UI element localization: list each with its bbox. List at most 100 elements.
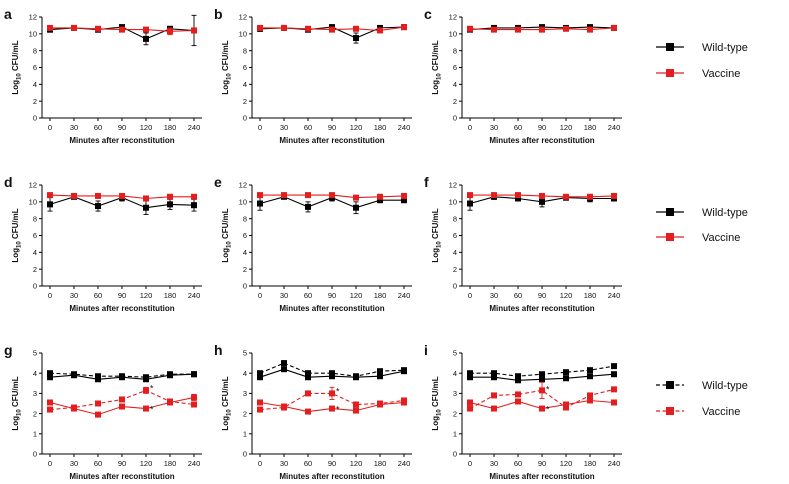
x-tick-label: 30 — [70, 291, 78, 300]
x-tick-label: 240 — [398, 459, 411, 468]
y-axis-title: Log10 CFU/mL — [11, 40, 23, 94]
x-tick-label: 90 — [538, 291, 546, 300]
legend-wild-type-label: Wild-type — [702, 380, 748, 392]
x-tick-label: 180 — [164, 123, 177, 132]
data-point — [491, 370, 497, 377]
x-tick-label: 90 — [118, 123, 126, 132]
y-axis-title-part: Log — [11, 416, 20, 431]
x-tick-label: 0 — [468, 291, 472, 300]
significance-marker: * — [336, 405, 340, 415]
x-tick-label: 240 — [608, 123, 621, 132]
data-point — [257, 374, 263, 381]
series-vaccine — [467, 397, 617, 412]
x-tick-label: 60 — [514, 291, 522, 300]
data-point — [515, 192, 521, 199]
y-axis-title: Log10 CFU/mL — [431, 376, 443, 430]
data-point — [587, 367, 593, 374]
y-axis-title-part: Log — [221, 416, 230, 431]
y-axis-title-subscript: 10 — [17, 241, 23, 248]
legend-wild-type-label: Wild-type — [702, 42, 748, 54]
y-axis-title: Log10 CFU/mL — [221, 376, 233, 430]
data-point — [167, 193, 173, 200]
series-wild-type — [467, 371, 617, 384]
data-point — [377, 27, 383, 34]
y-axis-title-part: CFU/mL — [11, 208, 20, 241]
data-point — [467, 374, 473, 381]
significance-marker: * — [546, 405, 550, 415]
x-tick-label: 180 — [584, 123, 597, 132]
x-axis-title: Minutes after reconstitution — [69, 136, 174, 145]
data-point — [191, 394, 197, 401]
data-point — [353, 204, 359, 211]
y-tick-label: 8 — [453, 214, 457, 223]
y-tick-label: 12 — [239, 181, 247, 190]
data-point — [143, 387, 149, 394]
series-vaccine-dashed — [257, 386, 407, 413]
x-axis-title: Minutes after reconstitution — [279, 304, 384, 313]
data-point — [611, 386, 617, 393]
legend-vaccine-marker — [666, 233, 674, 241]
data-point — [587, 373, 593, 380]
panel-label: f — [424, 174, 429, 190]
y-tick-label: 4 — [243, 248, 247, 257]
y-tick-label: 10 — [449, 198, 457, 207]
data-point — [611, 371, 617, 378]
data-point — [305, 25, 311, 32]
y-tick-label: 8 — [243, 46, 247, 55]
y-tick-label: 6 — [453, 231, 457, 240]
data-point — [191, 371, 197, 378]
x-tick-label: 30 — [280, 459, 288, 468]
data-point — [515, 377, 521, 384]
x-tick-label: 120 — [140, 291, 153, 300]
data-point — [191, 27, 197, 34]
x-tick-label: 30 — [490, 291, 498, 300]
legend-vaccine-label: Vaccine — [702, 232, 740, 244]
x-axis-title: Minutes after reconstitution — [69, 472, 174, 481]
y-tick-label: 10 — [239, 30, 247, 39]
y-axis-title-part: CFU/mL — [11, 40, 20, 73]
x-tick-label: 180 — [584, 291, 597, 300]
data-point — [167, 398, 173, 405]
x-axis-title: Minutes after reconstitution — [489, 472, 594, 481]
y-axis-title-part: Log — [11, 80, 20, 95]
data-point — [539, 371, 545, 378]
data-point — [515, 398, 521, 405]
data-point — [281, 366, 287, 373]
data-point — [95, 376, 101, 383]
data-point — [257, 399, 263, 406]
x-tick-label: 60 — [514, 123, 522, 132]
data-point — [467, 200, 473, 207]
legend-vaccine-label: Vaccine — [702, 68, 740, 80]
y-tick-label: 4 — [33, 369, 37, 378]
legend-wild-type-marker — [666, 208, 674, 216]
x-tick-label: 120 — [560, 123, 573, 132]
panel-label: a — [4, 6, 12, 22]
y-tick-label: 2 — [33, 97, 37, 106]
legend-row-3: Wild-type Vaccine — [656, 380, 748, 418]
data-point — [329, 192, 335, 199]
y-axis-title: Log10 CFU/mL — [431, 40, 443, 94]
data-point — [191, 193, 197, 200]
series-vaccine — [467, 192, 617, 200]
y-tick-label: 2 — [33, 265, 37, 274]
data-point — [95, 411, 101, 418]
x-tick-label: 0 — [258, 291, 262, 300]
x-tick-label: 120 — [350, 291, 363, 300]
legend-row-1: Wild-type Vaccine — [656, 42, 748, 80]
data-point — [257, 406, 263, 413]
y-axis-title-subscript: 10 — [227, 241, 233, 248]
y-axis-title: Log10 CFU/mL — [11, 208, 23, 262]
data-point — [491, 192, 497, 199]
data-point — [143, 35, 149, 42]
series-vaccine-dashed — [467, 381, 617, 412]
y-tick-label: 8 — [33, 214, 37, 223]
significance-marker: * — [336, 386, 340, 396]
data-point — [491, 392, 497, 399]
y-tick-label: 12 — [449, 13, 457, 22]
data-point — [71, 404, 77, 411]
y-tick-label: 6 — [243, 63, 247, 72]
y-axis-title: Log10 CFU/mL — [221, 208, 233, 262]
x-tick-label: 90 — [538, 459, 546, 468]
panel-label: h — [214, 342, 223, 358]
